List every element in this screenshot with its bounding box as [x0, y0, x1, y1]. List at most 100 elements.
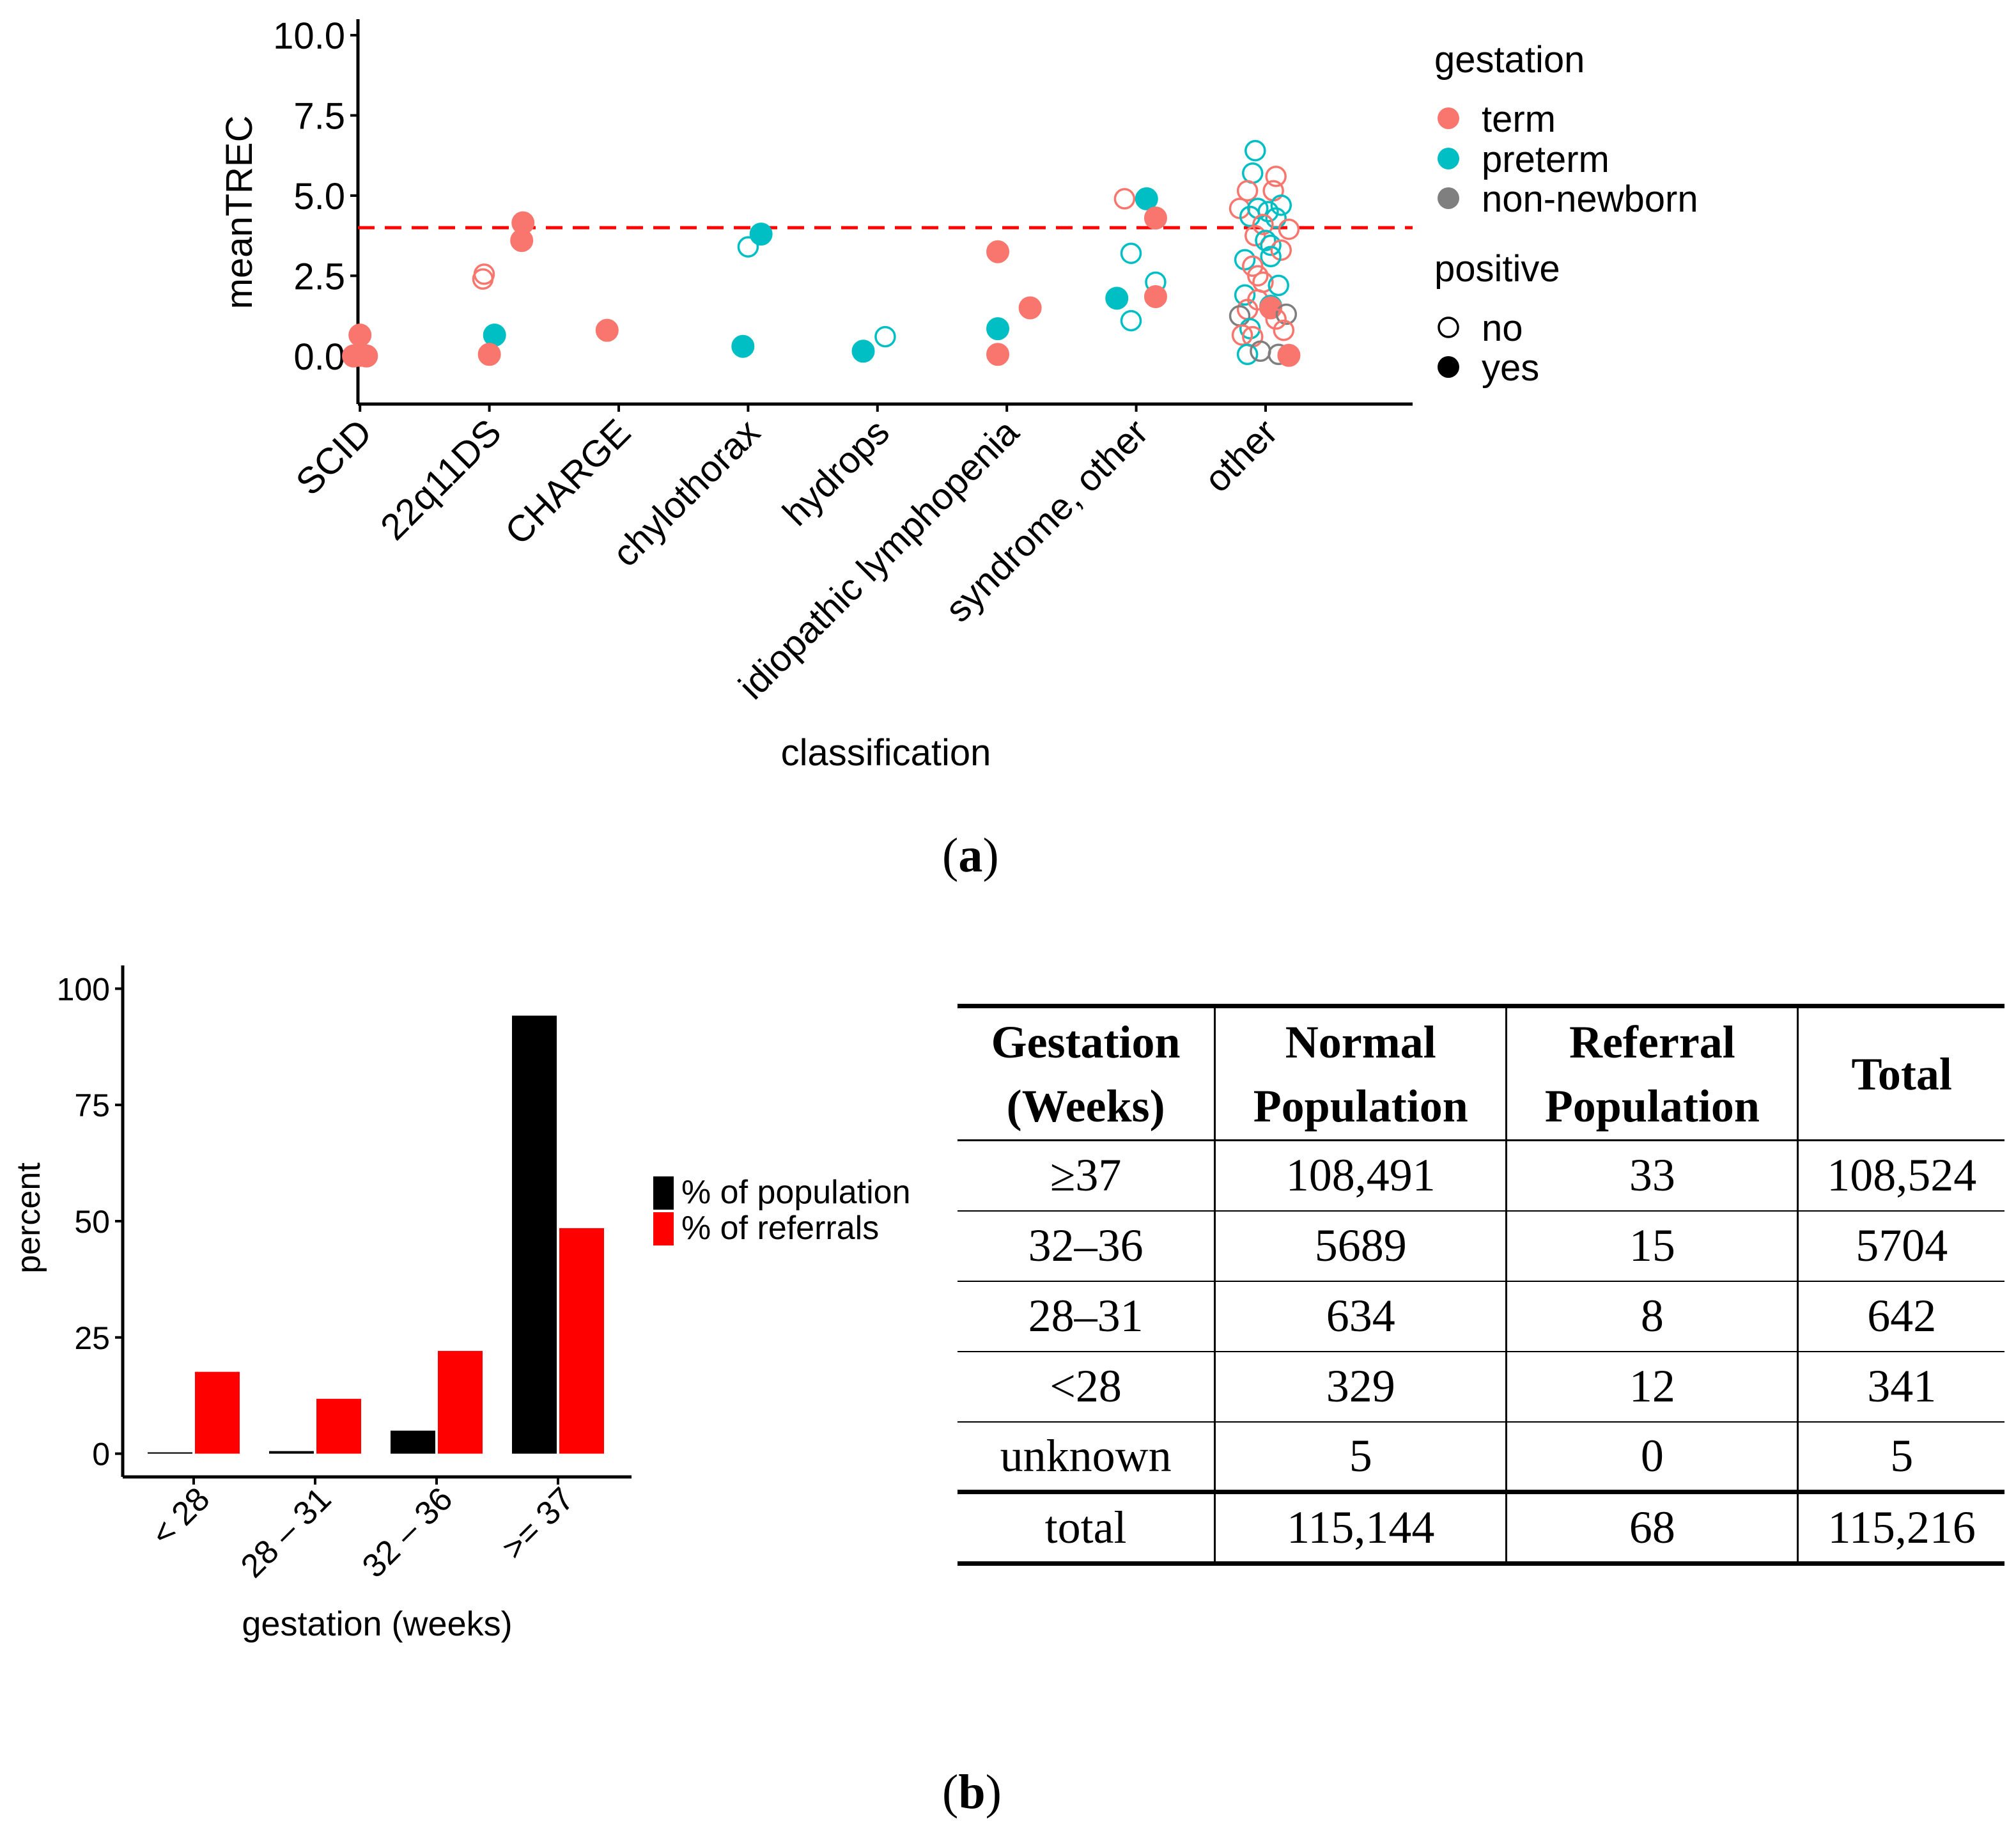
scatter-chart-meantrec: 0.02.55.07.510.0SCID22q11DSCHARGEchyloth… [219, 15, 1698, 774]
data-point [477, 343, 501, 366]
data-point [1252, 214, 1274, 235]
y-tick-label: 2.5 [293, 256, 345, 297]
gestation-table: Gestation (Weeks) Normal Population Referr… [958, 1004, 2004, 1566]
bar [195, 1371, 240, 1454]
bar [438, 1350, 483, 1454]
table-cell: ≥37 [1050, 1150, 1122, 1201]
panel-label-a: (a) [942, 829, 999, 882]
data-point [1260, 234, 1282, 256]
data-point [1250, 340, 1271, 362]
y-axis-label: meanTREC [219, 116, 260, 309]
table-cell: 5704 [1797, 1210, 2004, 1281]
data-point [1120, 309, 1142, 332]
header-total: Total [1797, 1006, 2004, 1141]
x-axis-label: gestation (weeks) [242, 1605, 512, 1643]
legend-swatch-no [1438, 316, 1459, 338]
data-point [1260, 246, 1282, 267]
x-tick-label: CHARGE [497, 411, 639, 552]
data-point [348, 343, 372, 367]
table-header-row: Gestation (Weeks) Normal Population Referr… [958, 1006, 2004, 1141]
y-tick-label: 0.0 [293, 336, 345, 378]
data-point [1247, 265, 1269, 287]
bar [391, 1430, 435, 1454]
data-point [1265, 166, 1287, 187]
table-cell: 642 [1797, 1281, 2004, 1352]
data-point [1244, 139, 1266, 162]
panel-label-b: (b) [942, 1765, 1002, 1819]
legend-swatch [653, 1176, 674, 1210]
data-point [1277, 343, 1301, 367]
table-row: ≥37 108,491 33 108,524 [958, 1140, 2004, 1211]
data-point [1236, 343, 1259, 365]
table-cell: 329 [1214, 1351, 1507, 1422]
legend-label: % of population [681, 1174, 911, 1211]
data-point [483, 324, 506, 347]
legend-swatch-non-newborn [1438, 187, 1459, 209]
data-point [1262, 180, 1284, 202]
legend-label-term: term [1482, 98, 1556, 140]
table-cell: 634 [1214, 1281, 1507, 1352]
data-point [1255, 230, 1276, 251]
data-point [1144, 207, 1167, 230]
data-point [1135, 187, 1158, 210]
table-row: unknown 5 0 5 [958, 1421, 2004, 1492]
data-point [986, 240, 1010, 263]
x-tick-label: 32 – 36 [355, 1480, 460, 1585]
bar [316, 1398, 361, 1454]
y-tick-label: 5.0 [293, 176, 345, 217]
legend-swatch [653, 1212, 674, 1245]
panel-label-a-letter: a [958, 829, 983, 882]
table-cell: 32–36 [1028, 1220, 1144, 1271]
data-point [1120, 242, 1142, 264]
data-point [1244, 224, 1266, 247]
x-tick-label: >= 37 [495, 1480, 581, 1566]
table-total-row: total 115,144 68 115,216 [958, 1492, 2004, 1564]
table-cell: total [1044, 1502, 1127, 1553]
data-point [1265, 207, 1287, 229]
data-point [1105, 286, 1129, 310]
y-tick-label: 50 [74, 1204, 110, 1240]
bar [512, 1015, 557, 1454]
header-gestation: Gestation (Weeks) [991, 1016, 1181, 1132]
legend-swatch-yes [1438, 356, 1459, 378]
x-tick-label: 22q11DS [373, 411, 509, 548]
legend-label-yes: yes [1482, 347, 1539, 389]
table-cell: 108,524 [1797, 1140, 2004, 1211]
y-axis-label: percent [10, 1162, 47, 1274]
legend-label-non-newborn: non-newborn [1482, 178, 1698, 220]
bar [269, 1451, 314, 1454]
data-point [1270, 194, 1292, 216]
table-cell: 15 [1505, 1210, 1798, 1281]
y-tick-label: 10.0 [273, 15, 345, 57]
data-point [1273, 319, 1295, 341]
data-point [986, 343, 1010, 366]
table-cell: 8 [1505, 1281, 1798, 1352]
data-point [1236, 180, 1259, 202]
data-point [473, 263, 495, 285]
header-referral-population: Referral Population [1505, 1006, 1798, 1141]
data-point [851, 339, 875, 363]
chart-b-bars [148, 1015, 604, 1454]
data-point [1242, 162, 1264, 184]
data-point [731, 334, 755, 358]
data-point [1275, 303, 1298, 325]
x-axis-label: classification [781, 732, 991, 774]
data-point [1265, 308, 1287, 330]
table-cell: unknown [1000, 1430, 1172, 1481]
bar [148, 1452, 192, 1454]
y-tick-label: 0 [92, 1437, 110, 1472]
data-point [737, 236, 759, 258]
data-point [1231, 324, 1253, 346]
data-point [874, 325, 896, 348]
table-cell: 115,216 [1797, 1492, 2004, 1564]
data-point [1268, 274, 1289, 297]
table-cell: 5689 [1214, 1210, 1507, 1281]
data-point [986, 317, 1010, 341]
data-point [1234, 249, 1256, 270]
y-tick-label: 7.5 [293, 96, 345, 137]
data-point [1144, 285, 1167, 308]
y-tick-label: 100 [57, 971, 110, 1007]
legend-swatch-preterm [1438, 148, 1459, 169]
table-cell: 33 [1505, 1140, 1798, 1211]
panel-label-b-letter: b [958, 1765, 986, 1819]
